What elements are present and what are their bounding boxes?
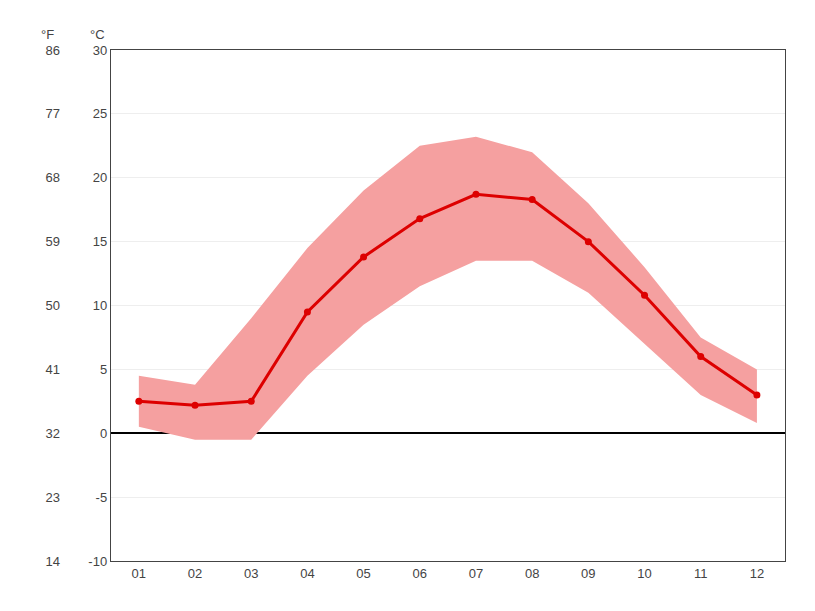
svg-text:14: 14	[46, 554, 60, 569]
svg-text:03: 03	[244, 566, 258, 581]
svg-text:06: 06	[413, 566, 427, 581]
svg-text:07: 07	[469, 566, 483, 581]
svg-text:-5: -5	[96, 490, 108, 505]
svg-text:0: 0	[100, 426, 107, 441]
svg-text:12: 12	[750, 566, 764, 581]
svg-text:09: 09	[581, 566, 595, 581]
svg-text:23: 23	[46, 490, 60, 505]
svg-text:41: 41	[46, 362, 60, 377]
svg-text:77: 77	[46, 106, 60, 121]
svg-text:32: 32	[46, 426, 60, 441]
svg-text:68: 68	[46, 170, 60, 185]
svg-text:20: 20	[93, 170, 107, 185]
svg-text:-10: -10	[88, 554, 107, 569]
svg-text:25: 25	[93, 106, 107, 121]
svg-text:30: 30	[93, 43, 107, 58]
svg-text:05: 05	[356, 566, 370, 581]
svg-text:10: 10	[93, 298, 107, 313]
svg-text:59: 59	[46, 234, 60, 249]
svg-text:°F: °F	[41, 27, 54, 42]
svg-text:02: 02	[188, 566, 202, 581]
svg-text:86: 86	[46, 43, 60, 58]
svg-text:°C: °C	[90, 27, 105, 42]
svg-text:11: 11	[694, 566, 708, 581]
svg-text:10: 10	[637, 566, 651, 581]
svg-text:08: 08	[525, 566, 539, 581]
svg-text:01: 01	[132, 566, 146, 581]
svg-text:15: 15	[93, 234, 107, 249]
svg-text:50: 50	[46, 298, 60, 313]
svg-text:5: 5	[100, 362, 107, 377]
svg-text:04: 04	[300, 566, 314, 581]
